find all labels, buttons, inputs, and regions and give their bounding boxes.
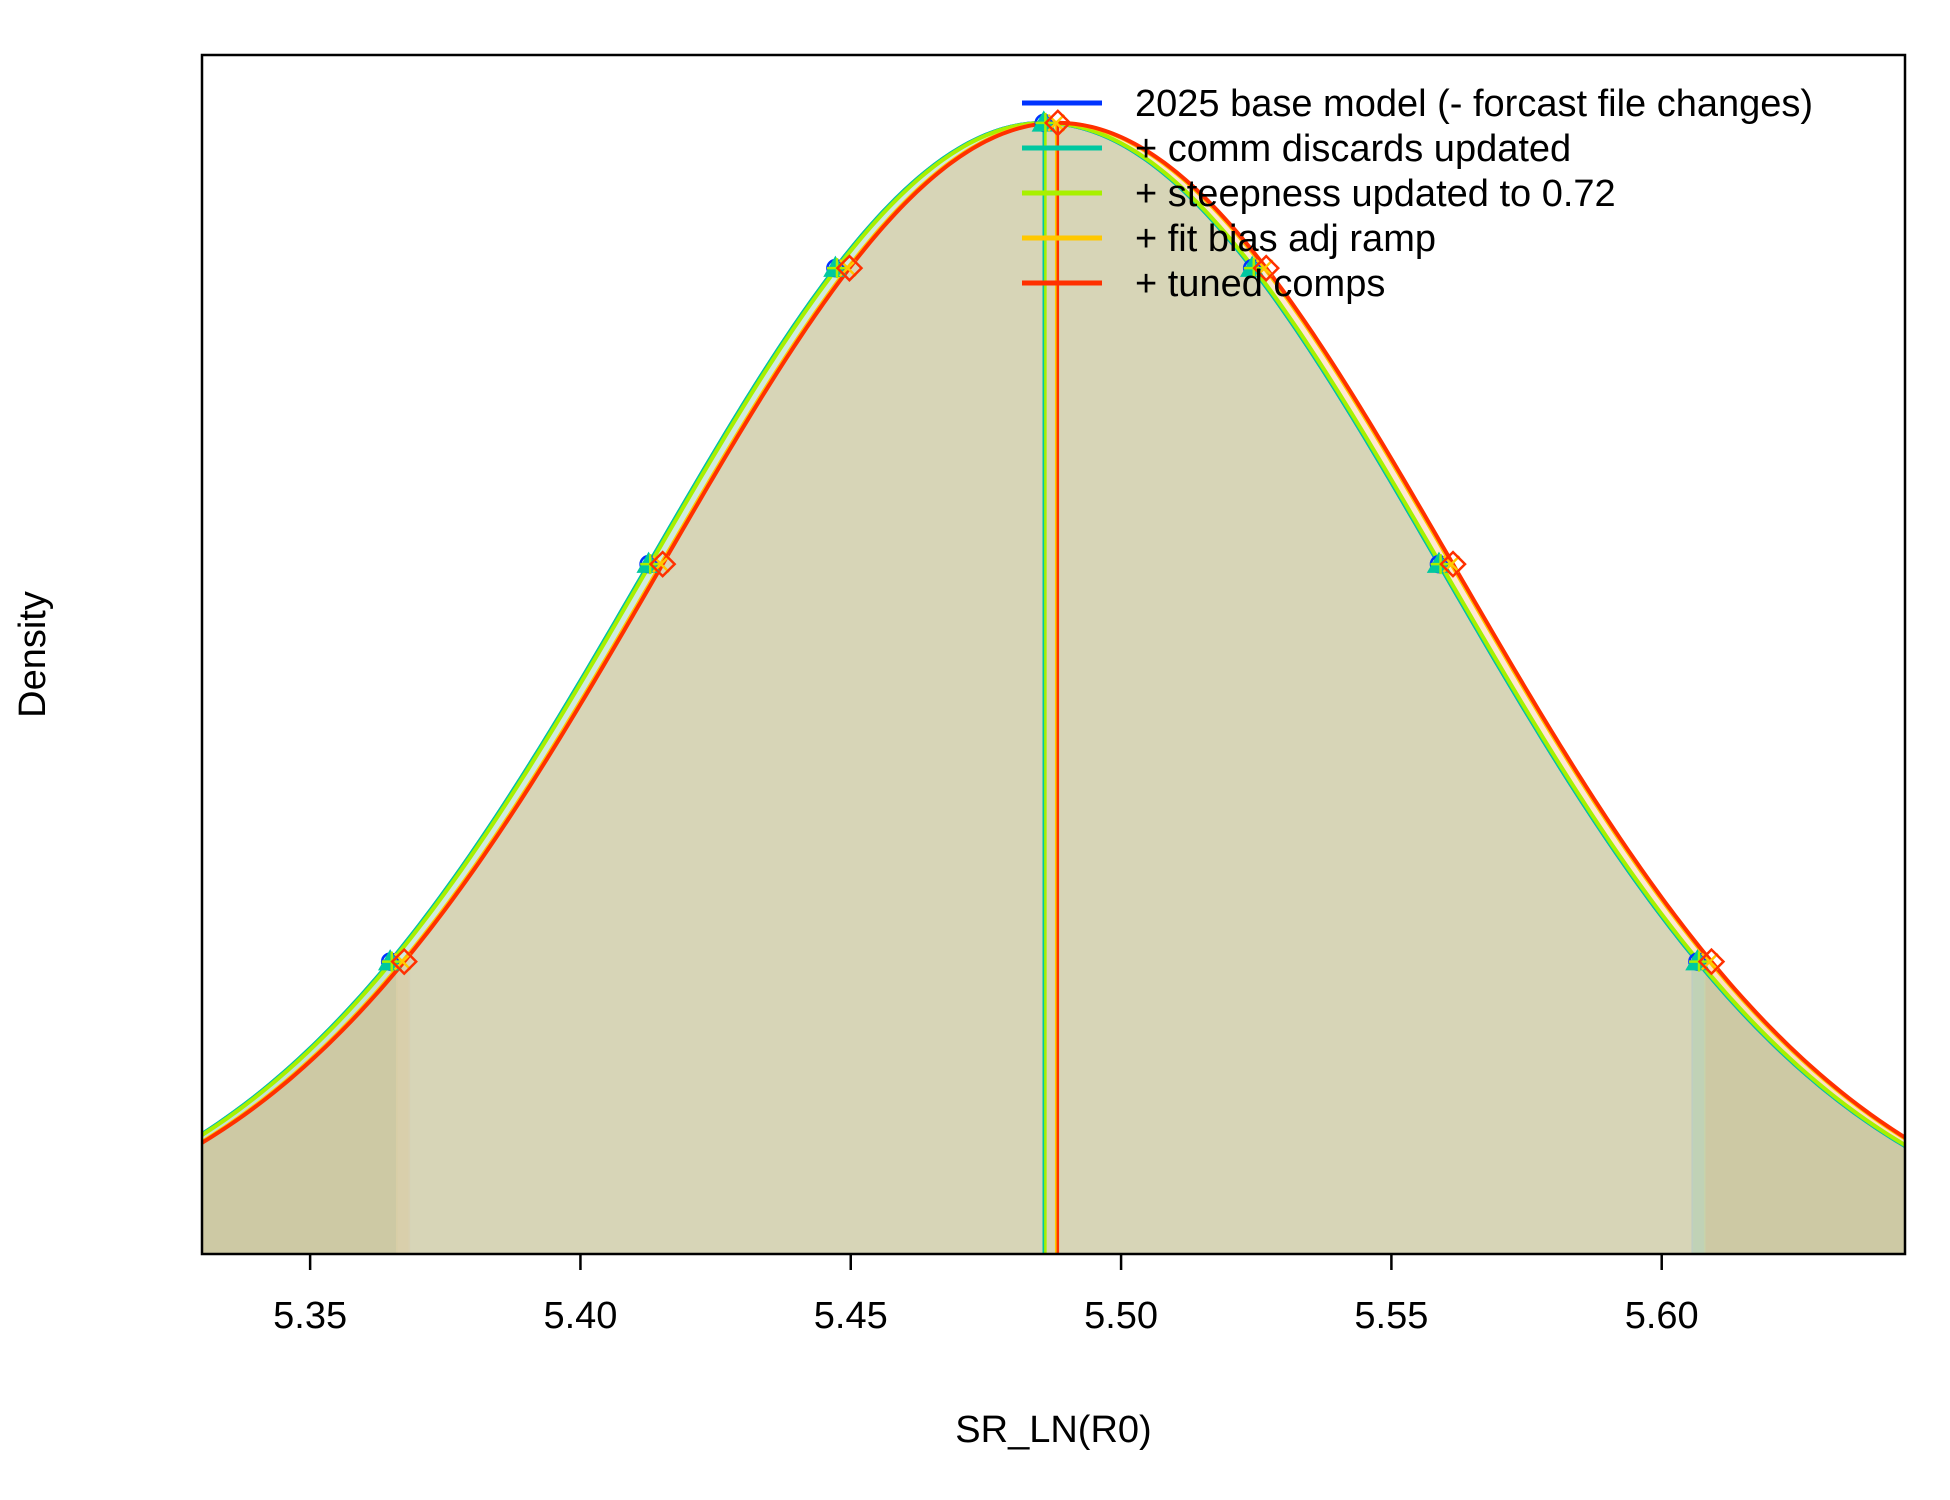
legend-label-steepness-updated-to-0-72: + steepness updated to 0.72 bbox=[1135, 173, 1616, 215]
x-tick-label: 5.40 bbox=[543, 1295, 617, 1337]
x-tick-label: 5.50 bbox=[1084, 1295, 1158, 1337]
tail-fill-left-steepness-updated-to-0-72 bbox=[202, 954, 398, 1254]
quantile-marker-tuned-comps-5 bbox=[1439, 550, 1467, 578]
x-tick-label: 5.60 bbox=[1625, 1295, 1699, 1337]
legend-label-comm-discards-updated: + comm discards updated bbox=[1135, 128, 1571, 170]
quantile-marker-tuned-comps-4 bbox=[1252, 254, 1280, 282]
x-tick-label: 5.45 bbox=[814, 1295, 888, 1337]
ci-fill-layer bbox=[396, 122, 1706, 1255]
tail-fill-left-comm-discards-updated bbox=[202, 954, 397, 1254]
plot-frame bbox=[200, 53, 1907, 1256]
x-tick-label: 5.35 bbox=[273, 1295, 347, 1337]
quantile-markers-layer bbox=[377, 109, 1726, 976]
quantile-marker-tuned-comps-0 bbox=[390, 947, 418, 976]
tail-fill-right-steepness-updated-to-0-72 bbox=[1693, 954, 1905, 1254]
quantile-marker-tuned-comps-1 bbox=[648, 550, 677, 578]
tail-fill-right-tuned-comps bbox=[1705, 954, 1905, 1254]
tail-fill-right-2025-base-model-forcast-file-changes bbox=[1691, 954, 1905, 1254]
x-axis-label: SR_LN(R0) bbox=[955, 1409, 1151, 1451]
tail-fill-left-fit-bias-adj-ramp bbox=[202, 954, 409, 1254]
legend: 2025 base model (- forcast file changes)… bbox=[1022, 83, 1813, 305]
legend-label-fit-bias-adj-ramp: + fit bias adj ramp bbox=[1135, 218, 1436, 260]
tail-fill-right-fit-bias-adj-ramp bbox=[1703, 954, 1905, 1254]
quantile-marker-tuned-comps-3 bbox=[1044, 109, 1072, 137]
y-axis-label: Density bbox=[12, 591, 54, 718]
legend-label-2025-base-model-forcast-file-changes: 2025 base model (- forcast file changes) bbox=[1135, 83, 1813, 125]
quantile-marker-tuned-comps-2 bbox=[835, 254, 864, 282]
x-axis: 5.35 5.40 5.45 5.50 5.55 5.60 bbox=[273, 1254, 1699, 1337]
legend-label-tuned-comps: + tuned comps bbox=[1135, 263, 1385, 305]
x-tick-label: 5.55 bbox=[1354, 1295, 1428, 1337]
tail-fill-left-2025-base-model-forcast-file-changes bbox=[202, 954, 397, 1254]
tail-fill-left-tuned-comps bbox=[202, 954, 411, 1254]
quantile-marker-tuned-comps-6 bbox=[1697, 947, 1726, 976]
tail-fill-right-comm-discards-updated bbox=[1691, 954, 1905, 1254]
